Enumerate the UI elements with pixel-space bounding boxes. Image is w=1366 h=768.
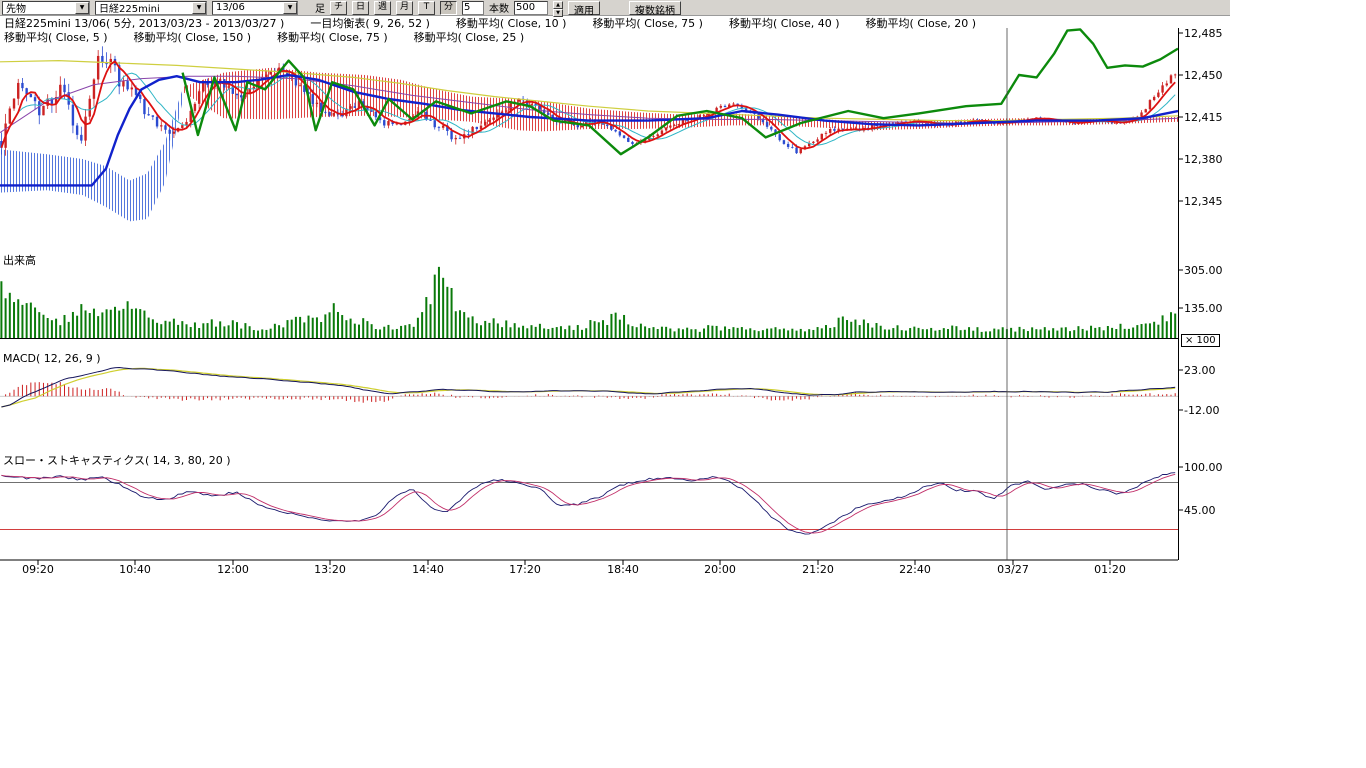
time-axis-label: 12:00 [217, 563, 249, 576]
time-axis-label: 13:20 [314, 563, 346, 576]
price-axis-label: 12,415 [1184, 111, 1223, 124]
spin-down-icon[interactable]: ▼ [553, 8, 563, 17]
instrument-category-value: 先物 [6, 4, 26, 15]
contract-month-value: 13/06 [216, 2, 245, 13]
spin-up-icon[interactable]: ▲ [553, 0, 563, 9]
timeframe-week-button[interactable]: 週 [374, 0, 391, 15]
time-axis-label: 09:20 [22, 563, 54, 576]
toolbar: 先物 ▼ 日経225mini ▼ 13/06 ▼ 足 チ 日 週 月 T 分 本… [0, 0, 1230, 17]
timeframe-minute-button[interactable]: 分 [440, 0, 457, 15]
indicator-legend-row2: 移動平均( Close, 5 ) 移動平均( Close, 150 ) 移動平均( … [4, 29, 550, 45]
legend-ma20: 移動平均( Close, 20 ) [865, 17, 977, 30]
time-axis-label: 14:40 [412, 563, 444, 576]
timeframe-t-button[interactable]: T [418, 0, 435, 15]
legend-ma150: 移動平均( Close, 150 ) [133, 31, 252, 44]
bar-type-label: 足 [315, 4, 325, 15]
symbol-value: 日経225mini [99, 4, 160, 15]
stoch-axis-label: 100.00 [1184, 461, 1223, 474]
indicator-legend-row1: 日経225mini 13/06( 5分, 2013/03/23 - 2013/0… [4, 15, 1002, 31]
price-axis-label: 12,380 [1184, 153, 1223, 166]
macd-axis-label: -12.00 [1184, 404, 1220, 417]
stoch-axis-label: 45.00 [1184, 504, 1216, 517]
legend-ma10: 移動平均( Close, 10 ) [455, 17, 567, 30]
timeframe-month-button[interactable]: 月 [396, 0, 413, 15]
symbol-select[interactable]: 日経225mini ▼ [95, 0, 207, 15]
chevron-down-icon[interactable]: ▼ [75, 1, 89, 14]
time-axis-label: 18:40 [607, 563, 639, 576]
multi-symbol-button[interactable]: 複数銘柄 [629, 0, 681, 17]
legend-ma75: 移動平均( Close, 75 ) [592, 17, 703, 30]
time-axis-label: 03/27 [997, 563, 1029, 576]
legend-ma5: 移動平均( Close, 5 ) [4, 31, 108, 44]
legend-ma75b: 移動平均( Close, 75 ) [277, 31, 388, 44]
volume-panel-label: 出来高 [3, 254, 36, 267]
legend-ichimoku: 一目均衡表( 9, 26, 52 ) [310, 17, 430, 30]
timeframe-tick-button[interactable]: チ [330, 0, 347, 15]
chart-canvas[interactable] [0, 28, 1240, 568]
time-axis-label: 10:40 [119, 563, 151, 576]
instrument-category-select[interactable]: 先物 ▼ [2, 0, 90, 15]
bar-count-label: 本数 [489, 4, 509, 15]
chart-title: 日経225mini 13/06( 5分, 2013/03/23 - 2013/0… [4, 17, 285, 30]
timeframe-day-button[interactable]: 日 [352, 0, 369, 15]
volume-multiplier-badge: × 100 [1181, 334, 1220, 347]
interval-input[interactable] [462, 0, 484, 15]
time-axis-label: 21:20 [802, 563, 834, 576]
price-axis-label: 12,345 [1184, 195, 1223, 208]
time-axis-label: 22:40 [899, 563, 931, 576]
legend-ma25: 移動平均( Close, 25 ) [413, 31, 525, 44]
bar-count-input[interactable] [514, 0, 548, 15]
legend-ma40: 移動平均( Close, 40 ) [728, 17, 840, 30]
time-axis-label: 20:00 [704, 563, 736, 576]
chevron-down-icon[interactable]: ▼ [192, 1, 206, 14]
time-axis-label: 01:20 [1094, 563, 1126, 576]
stochastics-panel-label: スロー・ストキャスティクス( 14, 3, 80, 20 ) [3, 454, 231, 467]
contract-month-select[interactable]: 13/06 ▼ [212, 0, 298, 15]
time-axis-label: 17:20 [509, 563, 541, 576]
macd-axis-label: 23.00 [1184, 364, 1216, 377]
bar-count-spinner[interactable]: ▲ ▼ [553, 0, 563, 17]
volume-axis-label: 135.00 [1184, 302, 1223, 315]
volume-axis-label: 305.00 [1184, 264, 1223, 277]
macd-panel-label: MACD( 12, 26, 9 ) [3, 352, 101, 365]
chevron-down-icon[interactable]: ▼ [283, 1, 297, 14]
price-axis-label: 12,450 [1184, 69, 1223, 82]
apply-button[interactable]: 適用 [568, 0, 600, 17]
price-axis-label: 12,485 [1184, 27, 1223, 40]
